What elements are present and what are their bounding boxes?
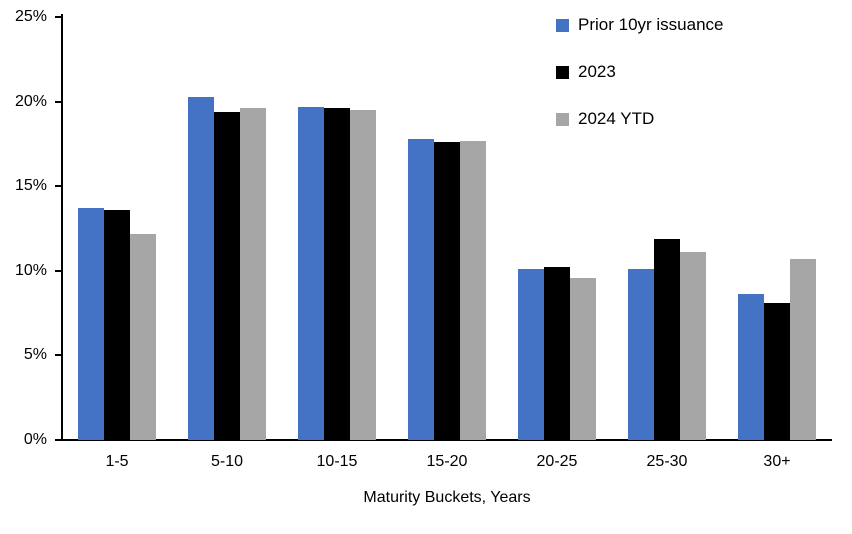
- bar-2023-1-5: [104, 209, 130, 440]
- legend-item: 2024 YTD: [556, 107, 724, 131]
- bar-prior-10yr-issuance-10-15: [298, 106, 324, 440]
- y-axis-tick-label: 15%: [14, 177, 47, 195]
- bar-2024-ytd-1-5: [130, 233, 156, 440]
- bar-2024-ytd-5-10: [240, 108, 266, 440]
- bar-2024-ytd-10-15: [350, 110, 376, 440]
- y-axis-tick-label: 5%: [23, 346, 47, 364]
- bar-2023-5-10: [214, 111, 240, 440]
- y-axis-line: [61, 14, 63, 441]
- x-axis-category-label: 15-20: [426, 453, 468, 470]
- legend-swatch-icon: [556, 18, 569, 32]
- x-axis-category-label: 25-30: [646, 453, 688, 470]
- x-axis-category-label: 1-5: [105, 453, 129, 470]
- legend-swatch-icon: [556, 65, 569, 79]
- y-axis-tick-label: 20%: [14, 92, 47, 110]
- bar-2024-ytd-30+: [790, 258, 816, 440]
- legend-label: 2023: [578, 62, 616, 81]
- bar-2023-20-25: [544, 267, 570, 440]
- bar-2024-ytd-25-30: [680, 252, 706, 440]
- bar-prior-10yr-issuance-25-30: [628, 269, 654, 440]
- bar-prior-10yr-issuance-5-10: [188, 96, 214, 440]
- x-axis-category-label: 20-25: [536, 453, 578, 470]
- y-axis-tick: [55, 100, 61, 103]
- y-axis-tick-label: 25%: [14, 8, 47, 25]
- x-axis-line: [60, 439, 832, 441]
- legend-item: Prior 10yr issuance: [556, 13, 724, 37]
- bar-2023-10-15: [324, 108, 350, 440]
- x-axis-category-label: 30+: [763, 453, 791, 470]
- bar-prior-10yr-issuance-20-25: [518, 269, 544, 440]
- bar-prior-10yr-issuance-30+: [738, 294, 764, 440]
- bar-2023-30+: [764, 302, 790, 440]
- legend: Prior 10yr issuance 2023 2024 YTD: [556, 13, 724, 154]
- y-axis-tick: [55, 354, 61, 357]
- legend-item: 2023: [556, 60, 724, 84]
- y-axis-tick: [55, 439, 61, 441]
- bar-2024-ytd-15-20: [460, 140, 486, 440]
- y-axis-tick-label: 0%: [23, 431, 47, 448]
- y-axis-tick-label: 10%: [14, 261, 47, 279]
- bar-2024-ytd-20-25: [570, 277, 596, 440]
- x-axis-category-label: 10-15: [316, 453, 358, 470]
- bar-prior-10yr-issuance-1-5: [78, 208, 104, 440]
- y-axis-tick: [55, 269, 61, 272]
- bar-prior-10yr-issuance-15-20: [408, 138, 434, 440]
- y-axis-tick: [55, 16, 61, 18]
- legend-label: Prior 10yr issuance: [578, 15, 724, 34]
- y-axis-tick: [55, 185, 61, 188]
- legend-swatch-icon: [556, 112, 569, 126]
- bar-2023-25-30: [654, 238, 680, 440]
- legend-label: 2024 YTD: [578, 109, 655, 128]
- bar-2023-15-20: [434, 142, 460, 440]
- x-axis-title: Maturity Buckets, Years: [363, 489, 531, 506]
- x-axis-category-label: 5-10: [210, 453, 244, 470]
